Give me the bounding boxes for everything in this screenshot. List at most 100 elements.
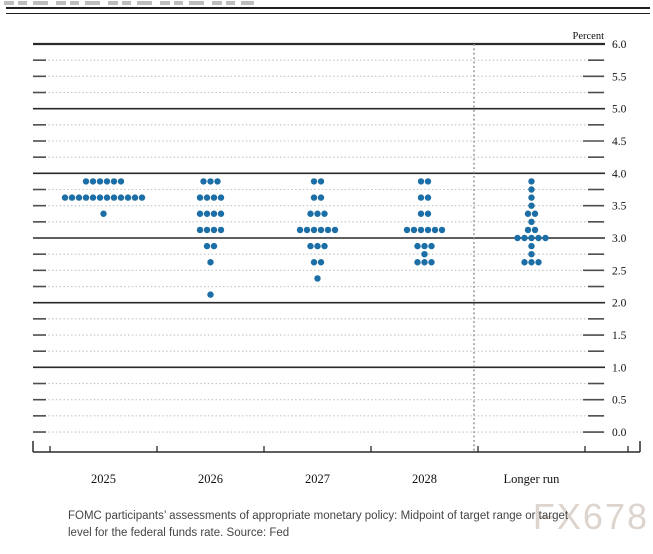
projection-dot <box>417 194 425 201</box>
y-axis-label: 4.5 <box>612 136 627 148</box>
projection-dot <box>414 242 421 250</box>
projection-dot <box>310 194 318 201</box>
projection-dot <box>75 194 83 201</box>
projection-dot <box>424 226 432 234</box>
chart-caption: FOMC participants’ assessments of approp… <box>68 510 569 540</box>
projection-dot <box>196 210 204 217</box>
percent-axis-title: Percent <box>573 31 605 42</box>
projection-dot <box>317 178 325 185</box>
projection-dot <box>203 210 211 217</box>
projection-dot <box>417 178 425 185</box>
projection-dot <box>321 210 328 217</box>
projection-dot <box>428 259 435 266</box>
projection-dot <box>100 210 107 217</box>
projection-dot <box>310 226 318 234</box>
y-axis-label: 0.0 <box>612 427 627 439</box>
projection-dot <box>131 194 139 201</box>
projection-dot <box>528 186 535 193</box>
projection-dot <box>428 242 435 250</box>
projection-dot <box>89 194 97 201</box>
projection-dot <box>217 210 225 217</box>
projection-dot <box>117 194 125 201</box>
projection-dot <box>124 194 132 201</box>
projection-dot <box>421 259 428 266</box>
projection-dot <box>417 210 425 217</box>
y-axis-label: 2.0 <box>612 298 627 310</box>
projection-dot <box>103 194 111 201</box>
projection-dot <box>424 178 432 185</box>
y-axis-label: 3.0 <box>612 233 627 245</box>
projection-dot <box>314 242 321 250</box>
projection-dot <box>89 178 97 185</box>
projection-dot <box>314 275 321 282</box>
projection-dot <box>307 242 314 250</box>
x-category-label: 2025 <box>91 472 116 486</box>
projection-dot <box>528 234 535 242</box>
projection-dot <box>207 178 214 185</box>
projection-dot <box>203 194 211 201</box>
projection-dot <box>203 242 211 250</box>
projection-dot <box>207 291 214 298</box>
projection-dot <box>61 194 69 201</box>
projection-dot <box>528 202 535 209</box>
projection-dot <box>296 226 304 234</box>
projection-dot <box>324 226 332 234</box>
projection-dot <box>535 234 542 242</box>
projection-dot <box>528 194 535 201</box>
projection-dot <box>200 178 207 185</box>
projection-dot <box>528 178 535 185</box>
projection-dot <box>207 259 214 266</box>
projection-dot <box>196 194 204 201</box>
projection-dot <box>117 178 125 185</box>
y-axis-label: 4.0 <box>612 168 627 180</box>
projection-dot <box>414 259 421 266</box>
x-category-label: 2027 <box>305 472 330 486</box>
projection-dot <box>96 194 104 201</box>
projection-dot <box>314 210 321 217</box>
projection-dot <box>524 210 532 217</box>
y-axis-label: 3.5 <box>612 201 627 213</box>
projection-dot <box>331 226 339 234</box>
projection-dot <box>524 226 532 234</box>
projection-dot <box>421 250 428 258</box>
projection-dot <box>103 178 111 185</box>
projection-dot <box>82 178 90 185</box>
x-category-label: Longer run <box>504 472 561 486</box>
projection-dot <box>210 194 218 201</box>
projection-dot <box>528 259 535 266</box>
y-axis-label: 1.0 <box>612 362 627 374</box>
y-axis-label: 6.0 <box>612 39 627 51</box>
projection-dot <box>307 210 314 217</box>
y-axis-label: 1.5 <box>612 330 627 342</box>
projection-dot <box>310 259 318 266</box>
projection-dot <box>82 194 90 201</box>
projection-dot <box>514 234 521 242</box>
projection-dot <box>403 226 411 234</box>
projection-dot <box>203 226 211 234</box>
projection-dot <box>321 242 328 250</box>
y-axis-label: 5.0 <box>612 104 627 116</box>
fx678-watermark: FX678 <box>532 496 649 537</box>
projection-dot <box>138 194 146 201</box>
projection-dot <box>96 178 104 185</box>
projection-dot <box>310 178 318 185</box>
projection-dot <box>317 226 325 234</box>
projection-dot <box>521 234 528 242</box>
projection-dot <box>521 259 528 266</box>
projection-dot <box>531 210 539 217</box>
projection-dot <box>528 242 535 250</box>
y-axis-label: 5.5 <box>612 71 627 83</box>
projection-dot <box>110 178 118 185</box>
projection-dot <box>68 194 76 201</box>
projection-dot <box>214 178 221 185</box>
projection-dot <box>303 226 311 234</box>
projection-dot <box>317 259 325 266</box>
projection-dot <box>438 226 446 234</box>
projection-dot <box>210 226 218 234</box>
projection-dot <box>531 226 539 234</box>
projection-dot <box>424 194 432 201</box>
projection-dot <box>535 259 542 266</box>
projection-dot <box>528 250 535 258</box>
projection-dot <box>417 226 425 234</box>
